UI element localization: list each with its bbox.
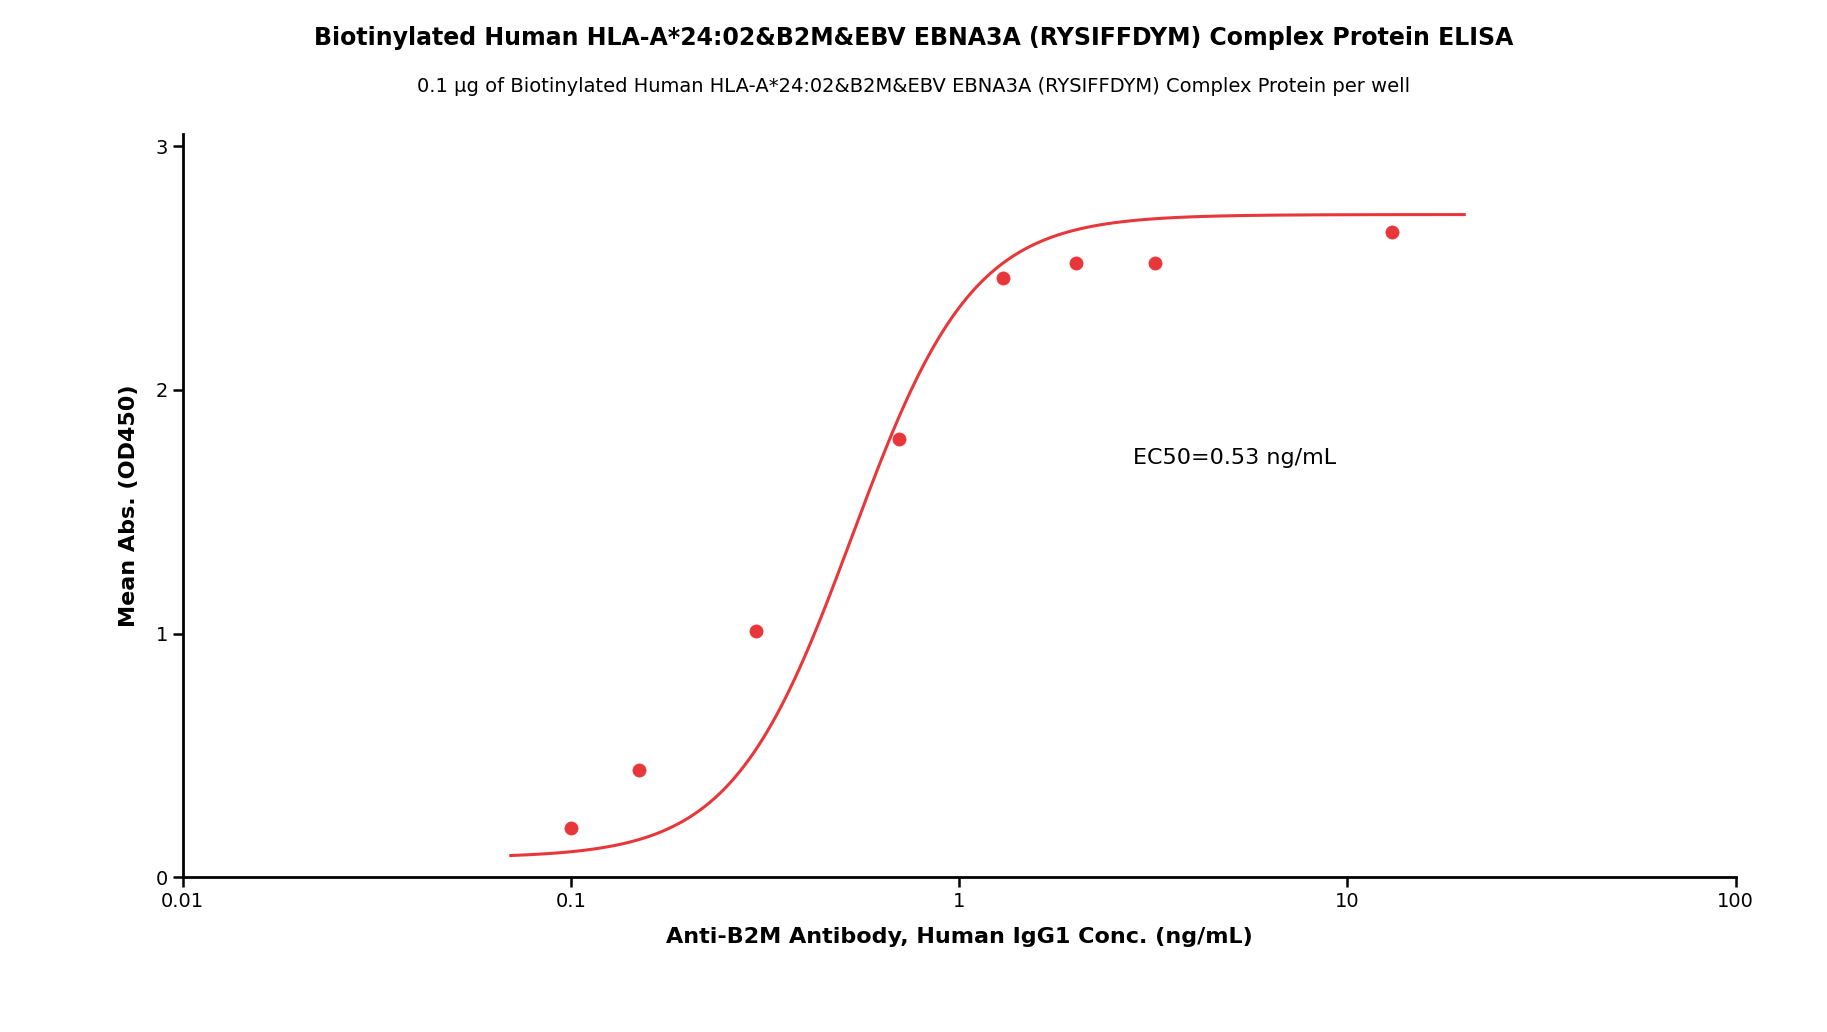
Point <box>625 762 654 778</box>
Text: Biotinylated Human HLA-A*24:02&B2M&EBV EBNA3A (RYSIFFDYM) Complex Protein ELISA: Biotinylated Human HLA-A*24:02&B2M&EBV E… <box>314 26 1513 50</box>
Point <box>1378 223 1407 239</box>
Point <box>988 269 1018 286</box>
Point <box>742 623 771 640</box>
Point <box>555 820 585 837</box>
Text: 0.1 μg of Biotinylated Human HLA-A*24:02&B2M&EBV EBNA3A (RYSIFFDYM) Complex Prot: 0.1 μg of Biotinylated Human HLA-A*24:02… <box>417 77 1410 96</box>
Point <box>1140 255 1169 271</box>
Point <box>884 430 914 447</box>
Y-axis label: Mean Abs. (OD450): Mean Abs. (OD450) <box>119 385 139 626</box>
X-axis label: Anti-B2M Antibody, Human IgG1 Conc. (ng/mL): Anti-B2M Antibody, Human IgG1 Conc. (ng/… <box>665 928 1253 947</box>
Point <box>1061 255 1091 271</box>
Text: EC50=0.53 ng/mL: EC50=0.53 ng/mL <box>1133 448 1336 469</box>
